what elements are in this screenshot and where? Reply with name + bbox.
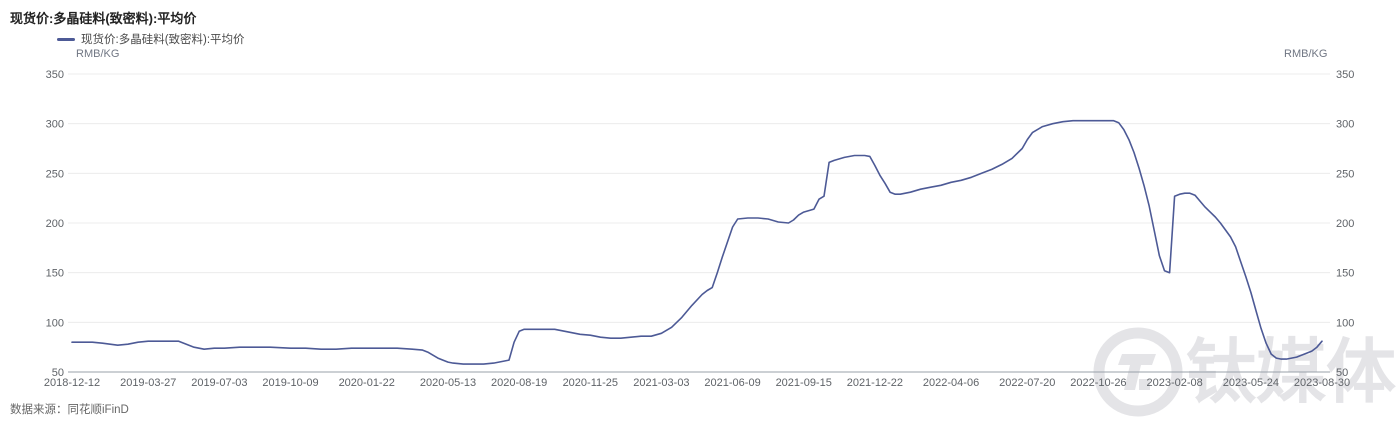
y-axis-label-right: 350 (1336, 69, 1354, 81)
legend-item[interactable]: 现货价:多晶硅料(致密料):平均价 (57, 31, 245, 47)
y-axis-label-left: 150 (46, 268, 64, 280)
x-axis-label: 2022-04-06 (923, 377, 979, 389)
legend-label: 现货价:多晶硅料(致密料):平均价 (81, 34, 245, 46)
x-axis-label: 2021-09-15 (776, 377, 832, 389)
y-axis-label-left: 300 (46, 119, 64, 131)
x-axis-label: 2020-05-13 (420, 377, 476, 389)
y-axis-label-right: 300 (1336, 119, 1354, 131)
y-axis-label-left: 250 (46, 168, 64, 180)
tmtpost-watermark: 钛媒体 (1092, 326, 1396, 418)
x-axis-label: 2019-03-27 (120, 377, 176, 389)
x-axis-label: 2019-07-03 (191, 377, 247, 389)
y-axis-unit-right: RMB/KG (1284, 48, 1328, 60)
y-axis-label-left: 200 (46, 218, 64, 230)
x-axis-label: 2020-11-25 (563, 377, 618, 389)
x-axis-label: 2021-12-22 (847, 377, 903, 389)
chart-title: 现货价:多晶硅料(致密料):平均价 (10, 11, 197, 26)
x-axis-label: 2019-10-09 (262, 377, 318, 389)
y-axis-label-left: 50 (52, 367, 64, 379)
y-axis-label-right: 150 (1336, 268, 1354, 280)
x-axis-label: 2021-03-03 (633, 377, 689, 389)
x-axis-label: 2020-01-22 (339, 377, 395, 389)
y-axis-unit-left: RMB/KG (76, 48, 120, 60)
legend-line-swatch (57, 37, 75, 41)
y-axis-label-right: 200 (1336, 218, 1354, 230)
y-axis-label-left: 350 (46, 69, 64, 81)
watermark-text: 钛媒体 (1186, 333, 1396, 411)
data-source: 数据来源：同花顺iFinD (10, 404, 129, 416)
y-axis-label-right: 250 (1336, 168, 1354, 180)
y-axis-label-left: 100 (46, 317, 64, 329)
x-axis-label: 2022-07-20 (999, 377, 1055, 389)
tmtpost-logo-icon (1093, 327, 1183, 417)
x-axis-label: 2018-12-12 (44, 377, 100, 389)
x-axis-label: 2020-08-19 (491, 377, 547, 389)
x-axis-label: 2021-06-09 (704, 377, 760, 389)
